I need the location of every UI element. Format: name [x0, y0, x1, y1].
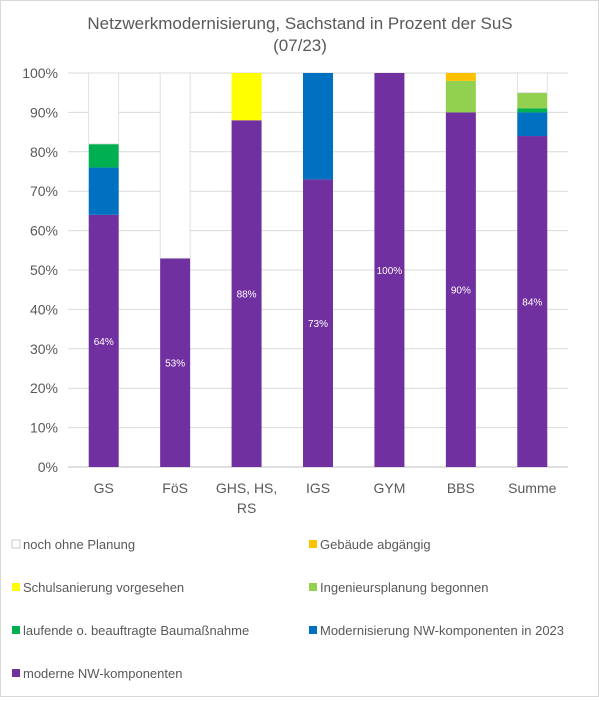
bar-segment — [159, 72, 191, 259]
y-tick-label: 60% — [30, 223, 58, 239]
y-tick-label: 100% — [22, 65, 58, 81]
bar-segment — [231, 120, 262, 467]
chart-subtitle: (07/23) — [273, 36, 327, 55]
legend-label: Ingenieursplanung begonnen — [320, 580, 488, 595]
bar-segment — [160, 258, 191, 467]
bar-segment — [516, 72, 548, 94]
legend-swatch — [309, 540, 317, 548]
legend-label: Gebäude abgängig — [320, 537, 431, 552]
legend-label: moderne NW-komponenten — [23, 666, 182, 681]
data-labels: 64% 53% 88% 73% 100% 90% 84% — [94, 266, 543, 370]
x-category-label: FöS — [162, 480, 188, 496]
bars — [88, 72, 548, 468]
legend-swatch — [309, 626, 317, 634]
data-label: 53% — [165, 359, 185, 370]
data-label: 73% — [308, 319, 328, 330]
x-category-label: GHS, HS, — [216, 480, 277, 496]
x-category-label: Summe — [508, 480, 556, 496]
chart-title: Netzwerkmodernisierung, Sachstand in Pro… — [87, 14, 512, 33]
y-tick-label: 70% — [30, 183, 58, 199]
bar-segment — [231, 73, 262, 121]
bar-segment — [517, 92, 548, 109]
x-category-label: GYM — [373, 480, 405, 496]
x-category-label: IGS — [306, 480, 330, 496]
y-tick-label: 20% — [30, 380, 58, 396]
bar-segment — [445, 73, 476, 81]
bar-segment — [374, 73, 405, 467]
legend-label: noch ohne Planung — [23, 537, 135, 552]
bar-segment — [88, 214, 119, 467]
y-tick-label: 10% — [30, 420, 58, 436]
data-label: 84% — [522, 298, 542, 309]
y-axis-ticks: 0% 10% 20% 30% 40% 50% 60% 70% 80% 90% 100% — [22, 65, 58, 475]
x-category-label: GS — [94, 480, 114, 496]
data-label: 64% — [94, 337, 114, 348]
bar-segment — [445, 80, 476, 113]
bar-segment — [445, 112, 476, 468]
data-label: 100% — [377, 266, 403, 277]
legend-label: Schulsanierung vorgesehen — [23, 580, 184, 595]
legend-label: Modernisierung NW-komponenten in 2023 — [320, 623, 564, 638]
bar-segment — [517, 112, 548, 137]
y-tick-label: 0% — [38, 459, 58, 475]
bar-segment — [88, 72, 120, 145]
data-label: 90% — [451, 286, 471, 297]
legend: noch ohne Planung Gebäude abgängig Schulsa… — [11, 537, 564, 681]
y-tick-label: 40% — [30, 301, 58, 317]
legend-swatch — [309, 583, 317, 591]
data-label: 88% — [237, 290, 257, 301]
bar-segment — [303, 73, 333, 180]
y-tick-label: 90% — [30, 104, 58, 120]
legend-swatch — [12, 583, 20, 591]
legend-label: laufende o. beauftragte Baumaßnahme — [23, 623, 249, 638]
legend-swatch — [11, 539, 21, 549]
y-tick-label: 30% — [30, 341, 58, 357]
legend-swatch — [12, 626, 20, 634]
bar-segment — [517, 108, 548, 113]
bar-segment — [88, 167, 119, 215]
x-category-label: BBS — [447, 480, 475, 496]
y-tick-label: 80% — [30, 144, 58, 160]
legend-swatch — [12, 669, 20, 677]
bar-segment — [303, 179, 333, 467]
x-category-label: RS — [237, 500, 256, 516]
bar-segment — [517, 136, 548, 468]
bar-segment — [88, 143, 119, 168]
y-tick-label: 50% — [30, 262, 58, 278]
x-axis-categories: GS FöS GHS, HS, RS IGS GYM BBS Summe — [94, 480, 557, 516]
